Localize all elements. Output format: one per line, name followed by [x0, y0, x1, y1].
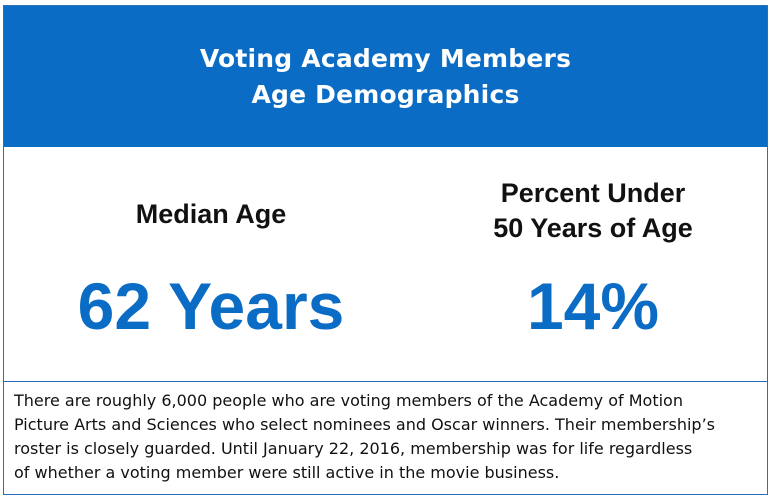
description-text: There are roughly 6,000 people who are v… — [4, 381, 767, 494]
header-banner: Voting Academy Members Age Demographics — [4, 6, 767, 147]
median-age-stat: Median Age 62 Years — [4, 147, 418, 381]
median-age-label: Median Age — [135, 199, 287, 229]
percent-under-50-stat: Percent Under 50 Years of Age 14% — [418, 147, 768, 381]
title-line-2: Age Demographics — [251, 79, 520, 109]
percent-under-50-value: 14% — [526, 269, 660, 343]
title-line-1: Voting Academy Members — [199, 43, 572, 73]
median-age-value: 62 Years — [77, 269, 345, 343]
percent-under-50-label: Percent Under 50 Years of Age — [493, 178, 693, 243]
infographic-card: Voting Academy Members Age Demographics … — [3, 5, 768, 495]
stats-section: Median Age 62 Years Percent Under 50 Yea… — [4, 147, 767, 381]
